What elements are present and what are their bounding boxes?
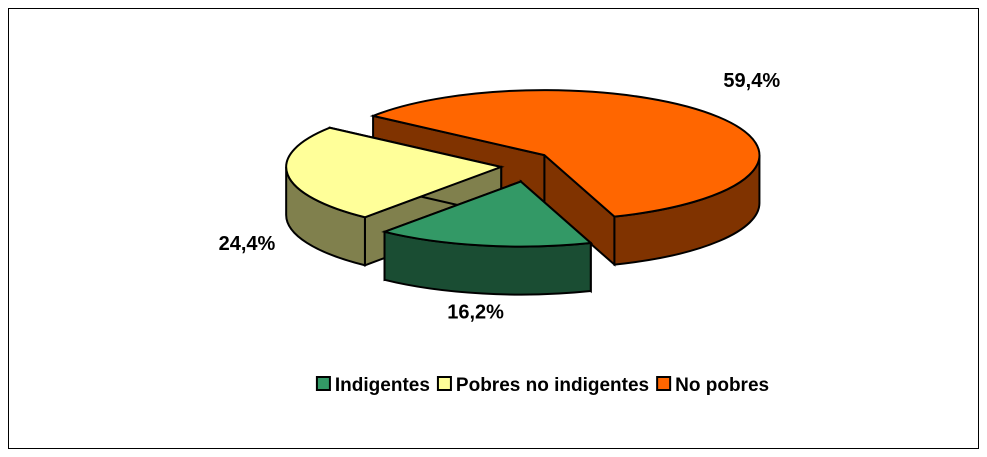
legend-swatch [436, 376, 452, 391]
slice-top [285, 126, 505, 219]
legend-label: No pobres [675, 375, 769, 396]
slice-top [369, 89, 761, 218]
slice [381, 179, 594, 296]
slice-top [381, 180, 594, 248]
legend-label: Pobres no indigentes [456, 375, 649, 396]
data-label: 59,4% [723, 70, 780, 92]
data-label: 16,2% [447, 301, 504, 323]
data-label: 24,4% [219, 233, 276, 255]
legend-label: Indigentes [335, 375, 430, 396]
legend-swatch [656, 376, 672, 391]
legend-swatch [315, 376, 331, 391]
